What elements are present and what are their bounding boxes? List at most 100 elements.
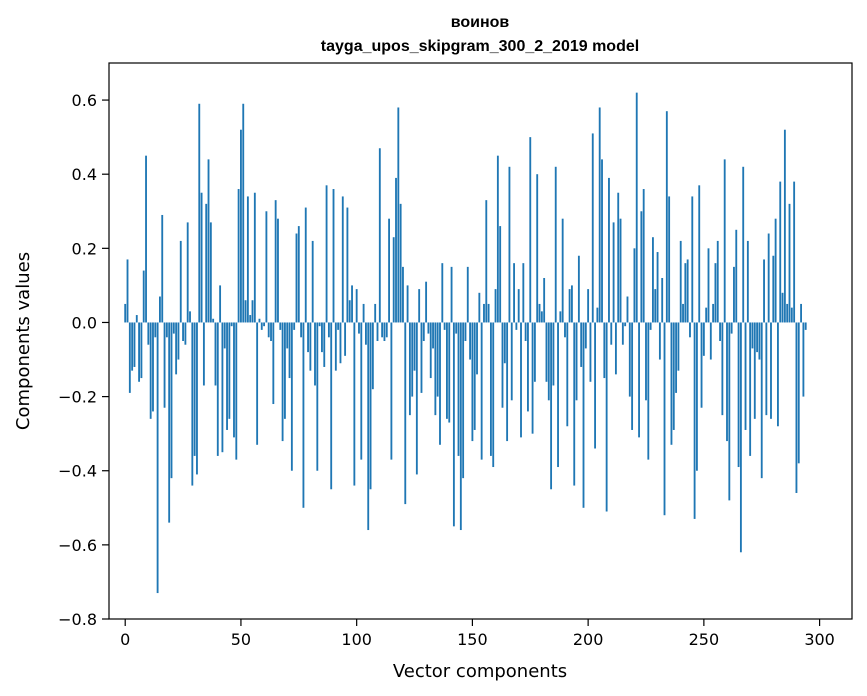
bar bbox=[471, 322, 474, 442]
bar bbox=[184, 322, 187, 345]
bar bbox=[621, 322, 624, 345]
bar bbox=[327, 322, 330, 338]
x-axis-label: Vector components bbox=[393, 661, 567, 682]
bar bbox=[571, 285, 573, 323]
bar bbox=[205, 203, 208, 323]
bar bbox=[709, 322, 712, 360]
bar bbox=[339, 322, 342, 364]
bar bbox=[714, 263, 717, 323]
bar bbox=[735, 229, 738, 323]
bar bbox=[330, 322, 333, 490]
bar bbox=[288, 322, 291, 379]
bar bbox=[668, 196, 671, 323]
bar bbox=[138, 322, 141, 382]
bar bbox=[142, 270, 145, 323]
bar bbox=[376, 322, 379, 341]
bar bbox=[367, 322, 370, 531]
bar bbox=[642, 189, 645, 323]
bar bbox=[649, 322, 652, 330]
bar bbox=[737, 322, 740, 468]
bar bbox=[165, 322, 168, 338]
bar bbox=[253, 192, 256, 323]
bar bbox=[321, 322, 323, 353]
bar bbox=[246, 196, 249, 323]
bar bbox=[256, 322, 259, 445]
bar bbox=[196, 322, 198, 475]
bar bbox=[175, 322, 178, 375]
bar bbox=[214, 322, 217, 386]
bar bbox=[522, 263, 525, 323]
bar bbox=[415, 322, 418, 475]
bar bbox=[436, 322, 439, 397]
bar bbox=[584, 322, 587, 349]
bar bbox=[783, 129, 786, 323]
bar bbox=[679, 240, 682, 323]
bar bbox=[496, 155, 499, 323]
bar bbox=[281, 322, 284, 442]
bar bbox=[552, 322, 555, 386]
bar bbox=[258, 318, 261, 323]
bar bbox=[263, 322, 266, 327]
bar bbox=[228, 322, 231, 419]
bar bbox=[353, 322, 356, 486]
bar bbox=[413, 322, 416, 371]
bar bbox=[390, 322, 393, 460]
bar bbox=[272, 322, 275, 405]
bar bbox=[779, 181, 782, 323]
bar bbox=[207, 159, 210, 323]
bar bbox=[478, 292, 481, 323]
chart-subtitle: tayga_upos_skipgram_300_2_2019 model bbox=[321, 38, 639, 55]
bar bbox=[182, 322, 184, 341]
bar bbox=[314, 322, 316, 386]
bar bbox=[656, 252, 659, 323]
bar bbox=[520, 322, 522, 438]
bar bbox=[348, 300, 351, 323]
bar bbox=[452, 322, 455, 527]
bar bbox=[559, 311, 562, 323]
bar bbox=[800, 303, 802, 323]
bar bbox=[420, 322, 423, 393]
x-axis: 0 50 100 150 200 250 300 bbox=[120, 619, 835, 649]
bar bbox=[332, 189, 335, 323]
x-tick-label: 0 bbox=[120, 630, 130, 649]
bar bbox=[665, 111, 668, 323]
bar bbox=[601, 159, 603, 323]
bar bbox=[589, 322, 592, 382]
bar bbox=[219, 285, 222, 323]
bar bbox=[450, 266, 453, 323]
bar bbox=[686, 259, 689, 323]
bar bbox=[189, 311, 191, 323]
bar bbox=[786, 303, 789, 323]
bar bbox=[270, 322, 272, 341]
bar bbox=[473, 322, 476, 430]
bar bbox=[515, 322, 518, 330]
bar bbox=[587, 289, 590, 323]
bar bbox=[617, 192, 620, 323]
bar-series bbox=[124, 92, 807, 594]
bar bbox=[533, 322, 536, 382]
bar bbox=[235, 322, 238, 460]
bar bbox=[492, 322, 495, 468]
bar bbox=[675, 322, 678, 393]
bar bbox=[161, 214, 164, 323]
bar bbox=[191, 322, 194, 486]
bar bbox=[163, 322, 166, 408]
bar bbox=[179, 240, 182, 323]
bar bbox=[362, 303, 365, 323]
bar bbox=[693, 322, 696, 519]
bar bbox=[476, 322, 478, 375]
bar bbox=[510, 322, 513, 401]
bar bbox=[640, 211, 643, 323]
bar bbox=[464, 322, 467, 341]
bar bbox=[402, 266, 404, 323]
bar bbox=[730, 322, 733, 334]
bar bbox=[124, 303, 127, 323]
bar bbox=[610, 322, 613, 345]
bar bbox=[545, 322, 548, 382]
y-tick-label: −0.2 bbox=[58, 388, 97, 407]
plot-frame bbox=[108, 62, 853, 620]
bar bbox=[237, 189, 240, 323]
bar bbox=[802, 322, 805, 397]
bar bbox=[691, 196, 694, 323]
y-tick-label: 0.0 bbox=[72, 313, 97, 332]
